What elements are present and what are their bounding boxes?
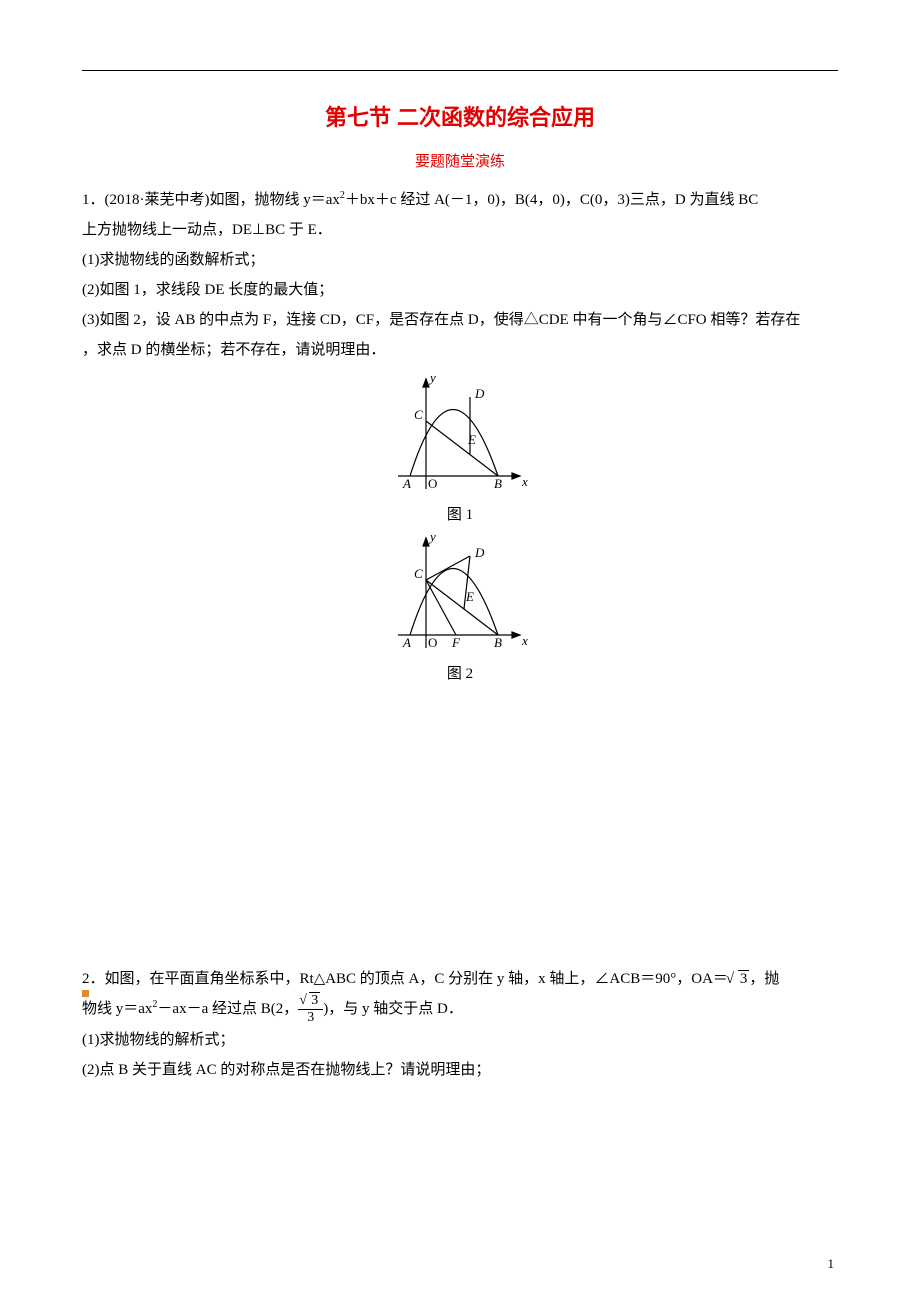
p1-q2: (2)如图 1，求线段 DE 长度的最大值；: [82, 275, 838, 305]
page-title: 第七节 二次函数的综合应用: [82, 100, 838, 132]
frac-sqrt3-3: 33: [298, 994, 323, 1025]
page-number: 1: [828, 1256, 835, 1272]
p2-line2b: －ax－a 经过点 B(2，: [157, 1001, 298, 1017]
fig1-D: D: [474, 386, 485, 401]
fig2-A: A: [402, 635, 411, 650]
fig2-F: F: [451, 635, 461, 650]
problem-1: 1．(2018·莱芜中考)如图，抛物线 y＝ax2＋bx＋c 经过 A(－1，0…: [82, 185, 838, 365]
p2-line2c: )，与 y 轴交于点 D．: [323, 1001, 463, 1017]
figure-2: y x O A B C D E F 图 2: [82, 530, 838, 683]
p2-line2: 物线 y＝ax2－ax－a 经过点 B(2，33)，与 y 轴交于点 D．: [82, 994, 838, 1025]
p1-line2: 上方抛物线上一动点，DE⊥BC 于 E．: [82, 215, 838, 245]
p2-line1a: 2．如图，在平面直角坐标系中，Rt△ABC 的顶点 A，C 分别在 y 轴，x …: [82, 971, 728, 987]
p1-q1: (1)求抛物线的函数解析式；: [82, 245, 838, 275]
figure-1: y x O A B C D E 图 1: [82, 371, 838, 524]
fig2-x: x: [521, 633, 528, 648]
p1-q3b: ，求点 D 的横坐标；若不存在，请说明理由．: [82, 335, 838, 365]
fig2-C: C: [414, 566, 423, 581]
p1-line1-pre: 1．(2018·莱芜中考)如图，抛物线 y＝ax: [82, 192, 340, 208]
fig2-O: O: [428, 635, 437, 650]
p1-q3a: (3)如图 2，设 AB 的中点为 F，连接 CD，CF，是否存在点 D，使得△…: [82, 305, 838, 335]
fig1-label: 图 1: [82, 503, 838, 524]
p1-line1-post: ＋bx＋c 经过 A(－1，0)，B(4，0)，C(0，3)三点，D 为直线 B…: [345, 192, 758, 208]
fig1-y: y: [428, 371, 436, 385]
fig2-D: D: [474, 545, 485, 560]
p2-line1b: ，抛: [749, 971, 779, 987]
p2-line1: 2．如图，在平面直角坐标系中，Rt△ABC 的顶点 A，C 分别在 y 轴，x …: [82, 964, 838, 994]
fig2-y: y: [428, 530, 436, 544]
fig1-x: x: [521, 474, 528, 489]
fig1-O: O: [428, 476, 437, 491]
orange-marker: [82, 990, 89, 997]
fig1-svg: y x O A B C D E: [390, 371, 530, 496]
fig1-E: E: [467, 432, 476, 447]
fig1-C: C: [414, 407, 423, 422]
top-rule: [82, 70, 838, 71]
p2-line2a: 物线 y＝ax: [82, 1001, 152, 1017]
blank-space: [82, 689, 838, 964]
p1-line1: 1．(2018·莱芜中考)如图，抛物线 y＝ax2＋bx＋c 经过 A(－1，0…: [82, 185, 838, 215]
page-subtitle: 要题随堂演练: [82, 150, 838, 171]
fig2-svg: y x O A B C D E F: [390, 530, 530, 655]
fig1-A: A: [402, 476, 411, 491]
fig2-label: 图 2: [82, 662, 838, 683]
fig2-E: E: [465, 589, 474, 604]
p2-q2: (2)点 B 关于直线 AC 的对称点是否在抛物线上？请说明理由；: [82, 1055, 838, 1085]
fig2-B: B: [494, 635, 502, 650]
p2-q1: (1)求抛物线的解析式；: [82, 1025, 838, 1055]
problem-2: 2．如图，在平面直角坐标系中，Rt△ABC 的顶点 A，C 分别在 y 轴，x …: [82, 964, 838, 1085]
sqrt3-1: 3: [728, 964, 750, 994]
fig1-B: B: [494, 476, 502, 491]
